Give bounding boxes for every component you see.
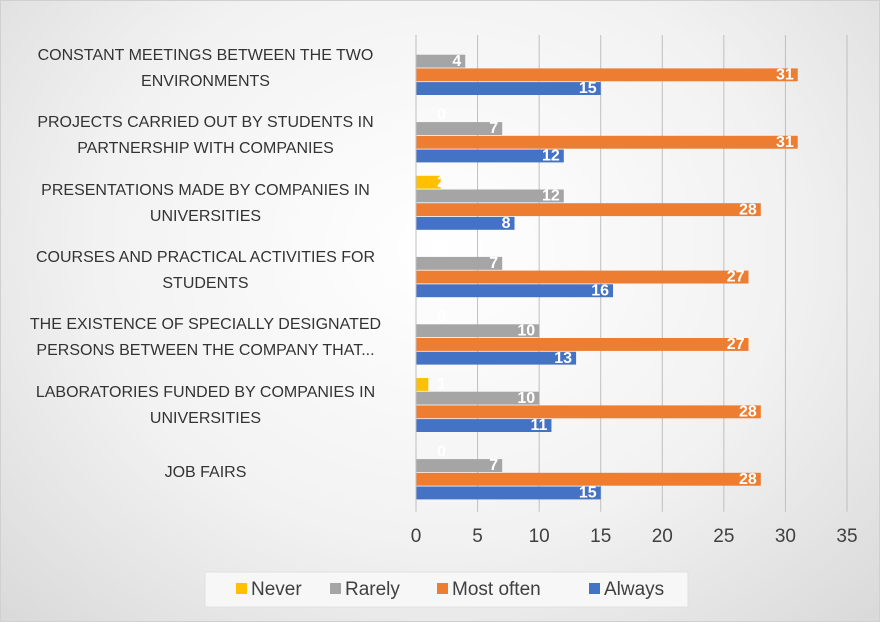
bar [416,175,441,189]
category-label: CONSTANT MEETINGS BETWEEN THE TWO ENVIRO… [37,46,374,90]
data-label: 13 [554,350,572,367]
data-label: 31 [776,66,794,83]
legend-swatch [589,583,600,594]
data-label: 28 [739,201,757,218]
data-label: 15 [579,485,597,502]
data-label: 0 [437,309,446,326]
bar [416,270,749,284]
bar [416,284,614,298]
legend-label: Rarely [345,579,400,600]
x-tick-label: 0 [411,526,422,547]
bar [416,122,503,135]
data-label: 0 [437,443,446,460]
legend-label: Most often [452,579,541,600]
data-label: 27 [727,269,745,286]
legend-label: Always [604,579,664,600]
x-tick-label: 20 [652,526,673,547]
data-label: 16 [591,282,609,299]
category-label: JOB FAIRS [164,464,247,482]
bar [416,149,564,163]
data-label: 31 [776,134,794,151]
data-label: 15 [579,80,597,97]
legend-label: Never [251,579,302,600]
bar [416,472,761,486]
data-label: 8 [502,215,511,232]
x-tick-label: 30 [775,526,796,547]
data-label: 10 [517,322,535,339]
x-tick-label: 5 [472,526,483,547]
data-label: 2 [437,174,446,191]
bar [416,338,749,351]
bar [416,68,798,82]
data-label: 4 [452,53,461,70]
category-label: PROJECTS CARRIED OUT BY STUDENTS IN PART… [37,114,374,158]
data-label: 12 [542,148,560,165]
data-label: 11 [531,417,548,434]
data-label: 0 [437,241,446,258]
bar [416,378,429,391]
data-label: 7 [489,255,498,272]
legend-swatch [236,583,247,594]
bar [416,256,503,270]
data-label: 10 [517,390,535,407]
data-label: 12 [542,188,560,205]
bar [416,54,466,68]
category-label: LABORATORIES FUNDED BY COMPANIES IN UNIV… [35,383,376,427]
x-tick-label: 35 [836,526,857,547]
data-label: 0 [437,106,446,123]
data-label: 7 [489,120,498,137]
data-label: 7 [489,457,498,474]
bar [416,189,564,203]
x-tick-label: 10 [529,526,550,547]
x-tick-label: 15 [590,526,611,547]
bar [416,391,540,405]
legend-swatch [437,583,448,594]
bar [416,459,503,472]
bar [416,82,601,95]
x-tick-label: 25 [713,526,734,547]
data-label: 1 [437,376,446,393]
legend-swatch [330,583,341,594]
category-label: COURSES AND PRACTICAL ACTIVITIES FOR STU… [35,248,376,292]
bar [416,419,552,432]
bar [416,486,601,500]
data-label: 28 [739,471,757,488]
bar [416,203,761,217]
bar [416,216,515,230]
bar [416,324,540,338]
data-label: 28 [739,403,757,420]
bar [416,135,798,149]
category-label: PRESENTATIONS MADE BY COMPANIES IN UNIVE… [41,181,370,225]
bar [416,351,577,365]
bar [416,405,761,419]
category-label: THE EXISTENCE OF SPECIALLY DESIGNATED PE… [29,316,382,360]
data-label: 27 [727,336,745,353]
